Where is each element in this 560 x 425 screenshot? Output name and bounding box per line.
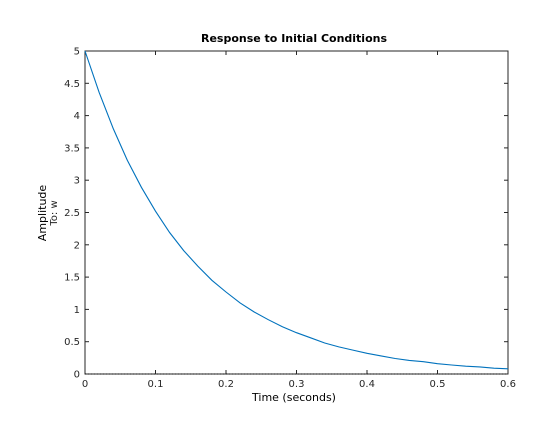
y-tick-label: 0 <box>74 370 80 381</box>
y-tick-label: 1 <box>74 305 80 316</box>
plot-frame <box>84 50 509 375</box>
x-tick-label: 0.3 <box>289 379 305 390</box>
y-tick-label: 2.5 <box>64 208 80 219</box>
y-tick-label: 4.5 <box>64 79 80 90</box>
x-tick-label: 0.2 <box>218 379 234 390</box>
x-tick-label: 0 <box>82 379 88 390</box>
y-tick-label: 5 <box>74 47 80 58</box>
y-axis-sublabel: To: w <box>49 200 60 226</box>
x-tick-label: 0.5 <box>430 379 446 390</box>
y-tick-label: 3.5 <box>64 143 80 154</box>
x-tick-label: 0.4 <box>359 379 375 390</box>
y-tick-label: 3 <box>74 176 80 187</box>
y-tick-label: 4 <box>74 111 80 122</box>
y-axis-label: Amplitude <box>36 185 49 242</box>
chart-title: Response to Initial Conditions <box>201 32 387 45</box>
y-tick-label: 1.5 <box>64 273 80 284</box>
x-tick-label: 0.1 <box>148 379 164 390</box>
y-tick-label: 2 <box>74 240 80 251</box>
x-axis-label: Time (seconds) <box>251 391 336 404</box>
plot-area: 0 0.1 0.2 0.3 0.4 0.5 0.6 0 0.5 1 1.5 2 2.5 3 3.5 4 4.5 5 <box>64 47 516 391</box>
y-tick-label: 0.5 <box>64 337 80 348</box>
series-line <box>84 50 509 370</box>
x-tick-label: 0.6 <box>500 379 516 390</box>
